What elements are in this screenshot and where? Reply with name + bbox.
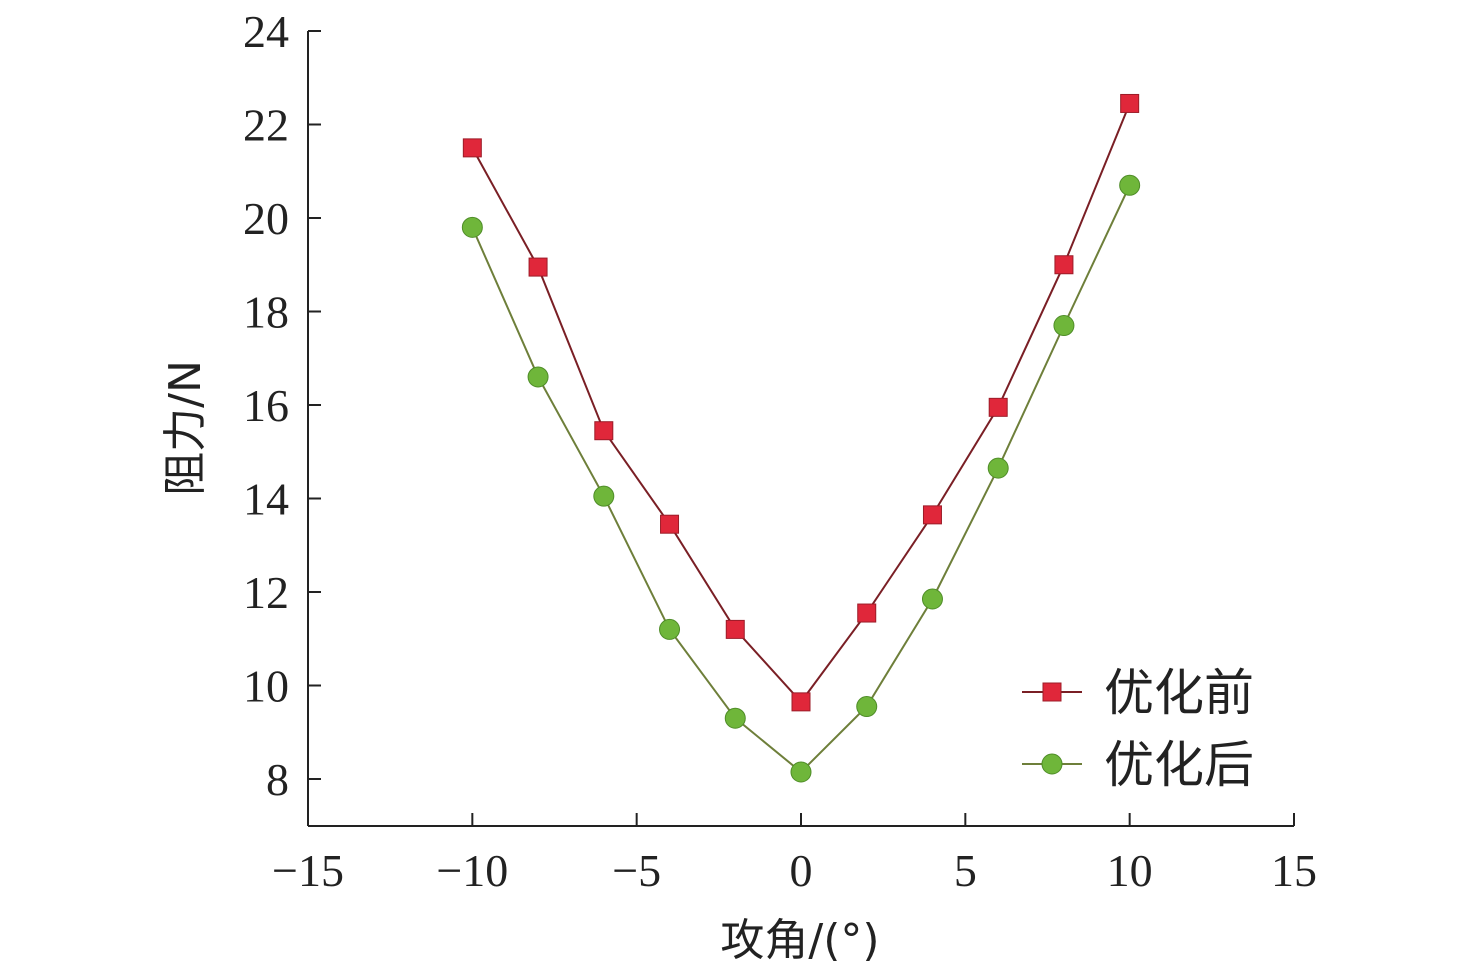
y-tick-label: 20 — [243, 193, 289, 244]
x-tick-label: 0 — [790, 845, 813, 896]
data-point-circle — [790, 761, 812, 783]
data-point-circle — [461, 216, 483, 238]
x-tick-label: −15 — [272, 845, 344, 896]
data-point-square — [1054, 255, 1074, 275]
x-tick-label: 15 — [1271, 845, 1317, 896]
legend-circle-marker — [1041, 753, 1063, 775]
series-1 — [462, 93, 1140, 712]
legend-square-marker — [1042, 682, 1062, 702]
y-tick-label: 12 — [243, 567, 289, 618]
data-point-circle — [724, 707, 746, 729]
data-point-circle — [987, 457, 1009, 479]
data-point-square — [725, 619, 745, 639]
axes: −15 −10 −5 0 5 10 15 8 10 12 14 16 18 20 22 24 — [243, 6, 1317, 896]
data-point-square — [791, 692, 811, 712]
x-tick-label: −5 — [612, 845, 661, 896]
data-point-square — [660, 514, 680, 534]
y-tick-label: 10 — [243, 661, 289, 712]
y-axis-label: 阻力/N — [160, 360, 211, 496]
data-point-circle — [1119, 174, 1141, 196]
data-point-circle — [1053, 315, 1075, 337]
x-tick-label: 5 — [954, 845, 977, 896]
x-tick-label: −10 — [436, 845, 508, 896]
series-layer — [461, 93, 1141, 783]
series-line — [471, 184, 1131, 774]
y-tick-label: 22 — [243, 100, 289, 151]
legend-label: 优化后 — [1104, 736, 1254, 794]
x-tick-label: 10 — [1107, 845, 1153, 896]
data-point-square — [988, 397, 1008, 417]
data-point-circle — [527, 366, 549, 388]
y-tick-label: 24 — [243, 6, 289, 57]
series-2 — [461, 174, 1141, 783]
data-point-circle — [659, 618, 681, 640]
legend-label: 优化前 — [1104, 664, 1254, 722]
data-point-square — [857, 603, 877, 623]
legend-item: 优化后 — [1022, 736, 1254, 794]
data-point-square — [922, 505, 942, 525]
data-point-circle — [593, 485, 615, 507]
series-line — [471, 103, 1131, 704]
y-tick-label: 14 — [243, 474, 289, 525]
y-tick-label: 16 — [243, 380, 289, 431]
data-point-square — [528, 257, 548, 277]
data-point-square — [1120, 93, 1140, 113]
x-axis-label: 攻角/(°) — [720, 915, 879, 966]
y-tick-label: 8 — [266, 754, 289, 805]
data-point-square — [462, 138, 482, 158]
data-point-square — [594, 421, 614, 441]
data-point-circle — [921, 588, 943, 610]
legend-item: 优化前 — [1022, 664, 1254, 722]
data-point-circle — [856, 696, 878, 718]
y-tick-label: 18 — [243, 287, 289, 338]
